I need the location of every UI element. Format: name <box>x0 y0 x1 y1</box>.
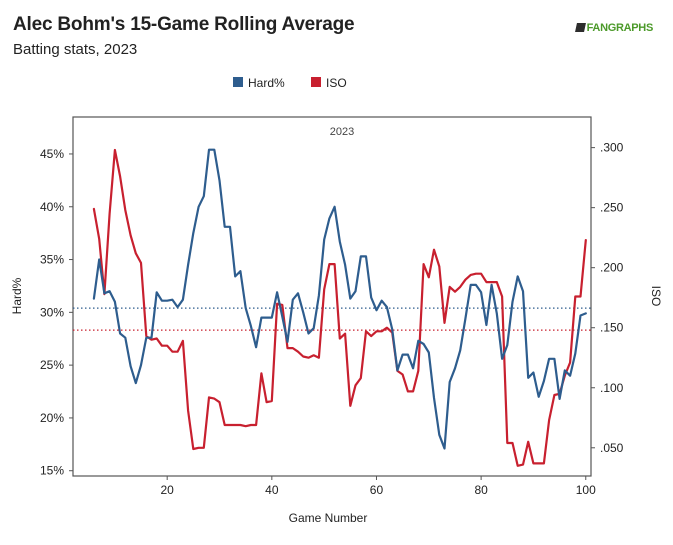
fangraphs-logo-text: FANGRAPHS <box>586 22 654 34</box>
y-right-tick-label: .050 <box>600 441 624 455</box>
chart-subtitle: Batting stats, 2023 <box>13 41 138 58</box>
x-tick-label: 40 <box>265 483 279 497</box>
x-axis-ticks: 20 40 60 80 100 <box>161 476 596 497</box>
x-axis-title: Game Number <box>289 511 368 525</box>
y-left-tick-label: 15% <box>40 464 64 478</box>
fangraphs-logo: FANGRAPHS <box>574 22 654 34</box>
data-series <box>92 148 587 467</box>
y-left-tick-label: 25% <box>40 358 64 372</box>
x-tick-label: 100 <box>576 483 596 497</box>
y-axis-left-ticks: 15% 20% 25% 30% 35% 40% 45% <box>40 147 73 478</box>
panel-label: 2023 <box>330 126 354 138</box>
legend-swatch-hard <box>233 77 243 87</box>
hard-pct-line <box>92 148 587 450</box>
legend-label-hard: Hard% <box>248 76 285 90</box>
legend-label-iso: ISO <box>326 76 347 90</box>
legend: Hard% ISO <box>233 76 347 90</box>
legend-swatch-iso <box>311 77 321 87</box>
plot-area-frame <box>72 116 592 477</box>
y-right-tick-label: .100 <box>600 381 624 395</box>
x-tick-label: 20 <box>161 483 175 497</box>
x-tick-label: 60 <box>370 483 384 497</box>
y-left-tick-label: 20% <box>40 411 64 425</box>
y-axis-right-ticks: .050 .100 .150 .200 .250 .300 <box>591 141 624 455</box>
y-right-tick-label: .200 <box>600 261 624 275</box>
y-right-tick-label: .250 <box>600 201 624 215</box>
y-axis-title-left: Hard% <box>10 277 24 314</box>
y-left-tick-label: 45% <box>40 147 64 161</box>
y-left-tick-label: 30% <box>40 305 64 319</box>
chart-title: Alec Bohm's 15-Game Rolling Average <box>13 14 355 35</box>
y-left-tick-label: 35% <box>40 253 64 267</box>
y-left-tick-label: 40% <box>40 200 64 214</box>
y-right-tick-label: .150 <box>600 321 624 335</box>
x-tick-label: 80 <box>474 483 488 497</box>
reference-lines <box>73 307 591 331</box>
y-right-tick-label: .300 <box>600 141 624 155</box>
y-axis-title-right: ISO <box>649 286 663 307</box>
iso-line <box>92 148 587 467</box>
